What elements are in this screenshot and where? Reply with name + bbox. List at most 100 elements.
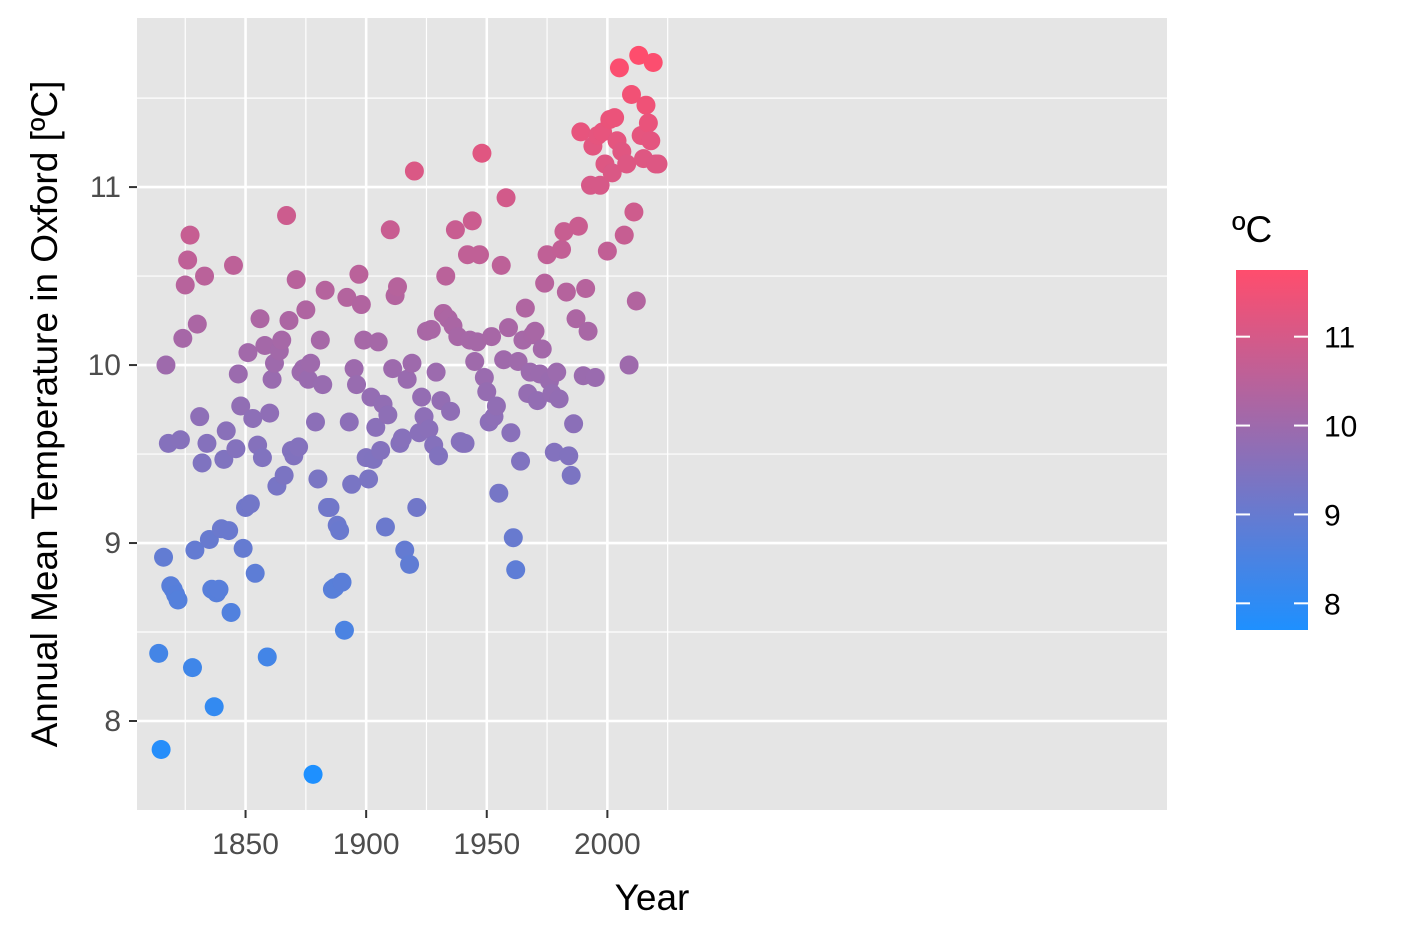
- data-point: [272, 330, 292, 350]
- data-point: [223, 255, 243, 275]
- data-point: [368, 332, 388, 352]
- data-point: [151, 739, 171, 759]
- data-point: [491, 255, 511, 275]
- data-point: [342, 474, 362, 494]
- data-point: [310, 330, 330, 350]
- data-point: [279, 311, 299, 331]
- data-point: [636, 95, 656, 115]
- y-tick-label: 11: [90, 171, 121, 204]
- data-point: [250, 309, 270, 329]
- data-point: [535, 273, 555, 293]
- legend-tick-label: 10: [1324, 411, 1357, 444]
- data-point: [315, 280, 335, 300]
- data-point: [614, 225, 634, 245]
- data-point: [306, 412, 326, 432]
- data-point: [506, 560, 526, 580]
- data-point: [378, 405, 398, 425]
- data-point: [559, 446, 579, 466]
- data-point: [624, 202, 644, 222]
- data-point: [564, 414, 584, 434]
- data-point: [216, 421, 236, 441]
- legend-title: ºC: [1232, 209, 1272, 250]
- y-tick-label: 9: [104, 527, 121, 560]
- x-tick-labels: 1850 1900 1950 2000: [212, 828, 641, 861]
- data-point: [296, 300, 316, 320]
- data-point: [334, 620, 354, 640]
- data-point: [474, 368, 494, 388]
- data-point: [561, 465, 581, 485]
- data-point: [445, 220, 465, 240]
- y-tick-label: 10: [88, 349, 121, 382]
- data-point: [156, 355, 176, 375]
- x-tick-label: 1850: [212, 828, 279, 861]
- data-point: [245, 563, 265, 583]
- data-point: [629, 45, 649, 65]
- data-point: [501, 423, 521, 443]
- x-tick-label: 2000: [574, 828, 641, 861]
- data-point: [255, 335, 275, 355]
- data-point: [354, 330, 374, 350]
- data-point: [537, 245, 557, 265]
- data-point: [578, 321, 598, 341]
- data-point: [173, 328, 193, 348]
- data-point: [371, 440, 391, 460]
- data-point: [187, 314, 207, 334]
- data-point: [257, 647, 277, 667]
- data-point: [240, 494, 260, 514]
- data-point: [566, 309, 586, 329]
- data-point: [221, 602, 241, 622]
- data-point: [182, 658, 202, 678]
- data-point: [609, 58, 629, 78]
- data-point: [467, 332, 487, 352]
- data-point: [412, 387, 432, 407]
- data-point: [643, 52, 663, 72]
- data-point: [252, 448, 272, 468]
- data-point: [301, 353, 321, 373]
- data-point: [590, 175, 610, 195]
- data-point: [383, 359, 403, 379]
- data-point: [154, 547, 174, 567]
- data-point: [192, 453, 212, 473]
- data-point: [286, 270, 306, 290]
- data-point: [571, 122, 591, 142]
- data-point: [178, 250, 198, 270]
- data-point: [462, 211, 482, 231]
- data-point: [359, 469, 379, 489]
- data-point: [332, 572, 352, 592]
- data-point: [262, 369, 282, 389]
- data-point: [482, 327, 502, 347]
- legend-tick-label: 8: [1324, 588, 1341, 621]
- data-point: [298, 369, 318, 389]
- data-point: [320, 497, 340, 517]
- legend-ticks: 8 9 10 11: [1236, 322, 1357, 621]
- data-point: [472, 143, 492, 163]
- data-point: [532, 339, 552, 359]
- data-point: [489, 483, 509, 503]
- data-point: [180, 225, 200, 245]
- data-point: [289, 437, 309, 457]
- data-point: [602, 163, 622, 183]
- data-point: [243, 408, 263, 428]
- x-tick-label: 1900: [333, 828, 400, 861]
- data-point: [397, 369, 417, 389]
- data-point: [339, 412, 359, 432]
- data-point: [525, 321, 545, 341]
- data-point: [337, 287, 357, 307]
- data-point: [149, 643, 169, 663]
- data-points: [149, 45, 668, 784]
- data-point: [511, 451, 531, 471]
- data-point: [380, 220, 400, 240]
- y-tick-labels: 8 9 10 11: [88, 171, 121, 738]
- y-axis-title: Annual Mean Temperature in Oxford [ºC]: [24, 81, 65, 748]
- data-point: [402, 353, 422, 373]
- data-point: [204, 697, 224, 717]
- data-point: [190, 407, 210, 427]
- axis-ticks: [129, 186, 609, 818]
- color-legend: ºC 8 9 10 11: [1232, 209, 1357, 630]
- data-point: [436, 266, 456, 286]
- data-point: [185, 540, 205, 560]
- data-point: [375, 517, 395, 537]
- data-point: [441, 401, 461, 421]
- data-point: [260, 403, 280, 423]
